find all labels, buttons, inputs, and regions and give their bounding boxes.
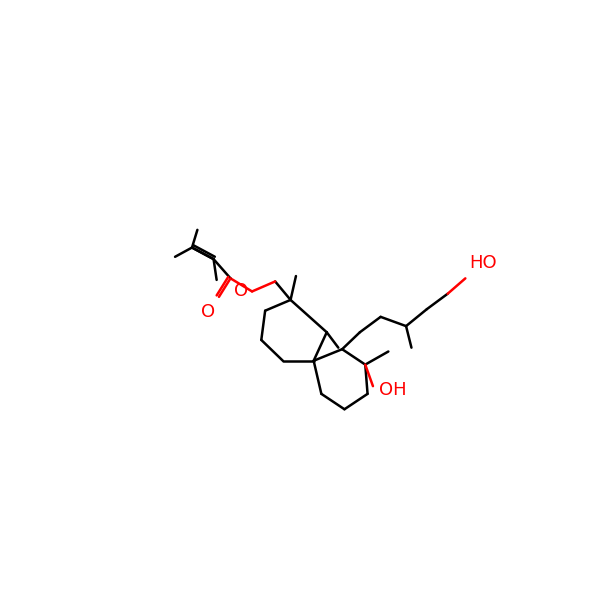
Text: O: O <box>201 303 215 321</box>
Text: OH: OH <box>379 381 407 399</box>
Text: HO: HO <box>469 254 497 272</box>
Text: O: O <box>234 283 248 301</box>
